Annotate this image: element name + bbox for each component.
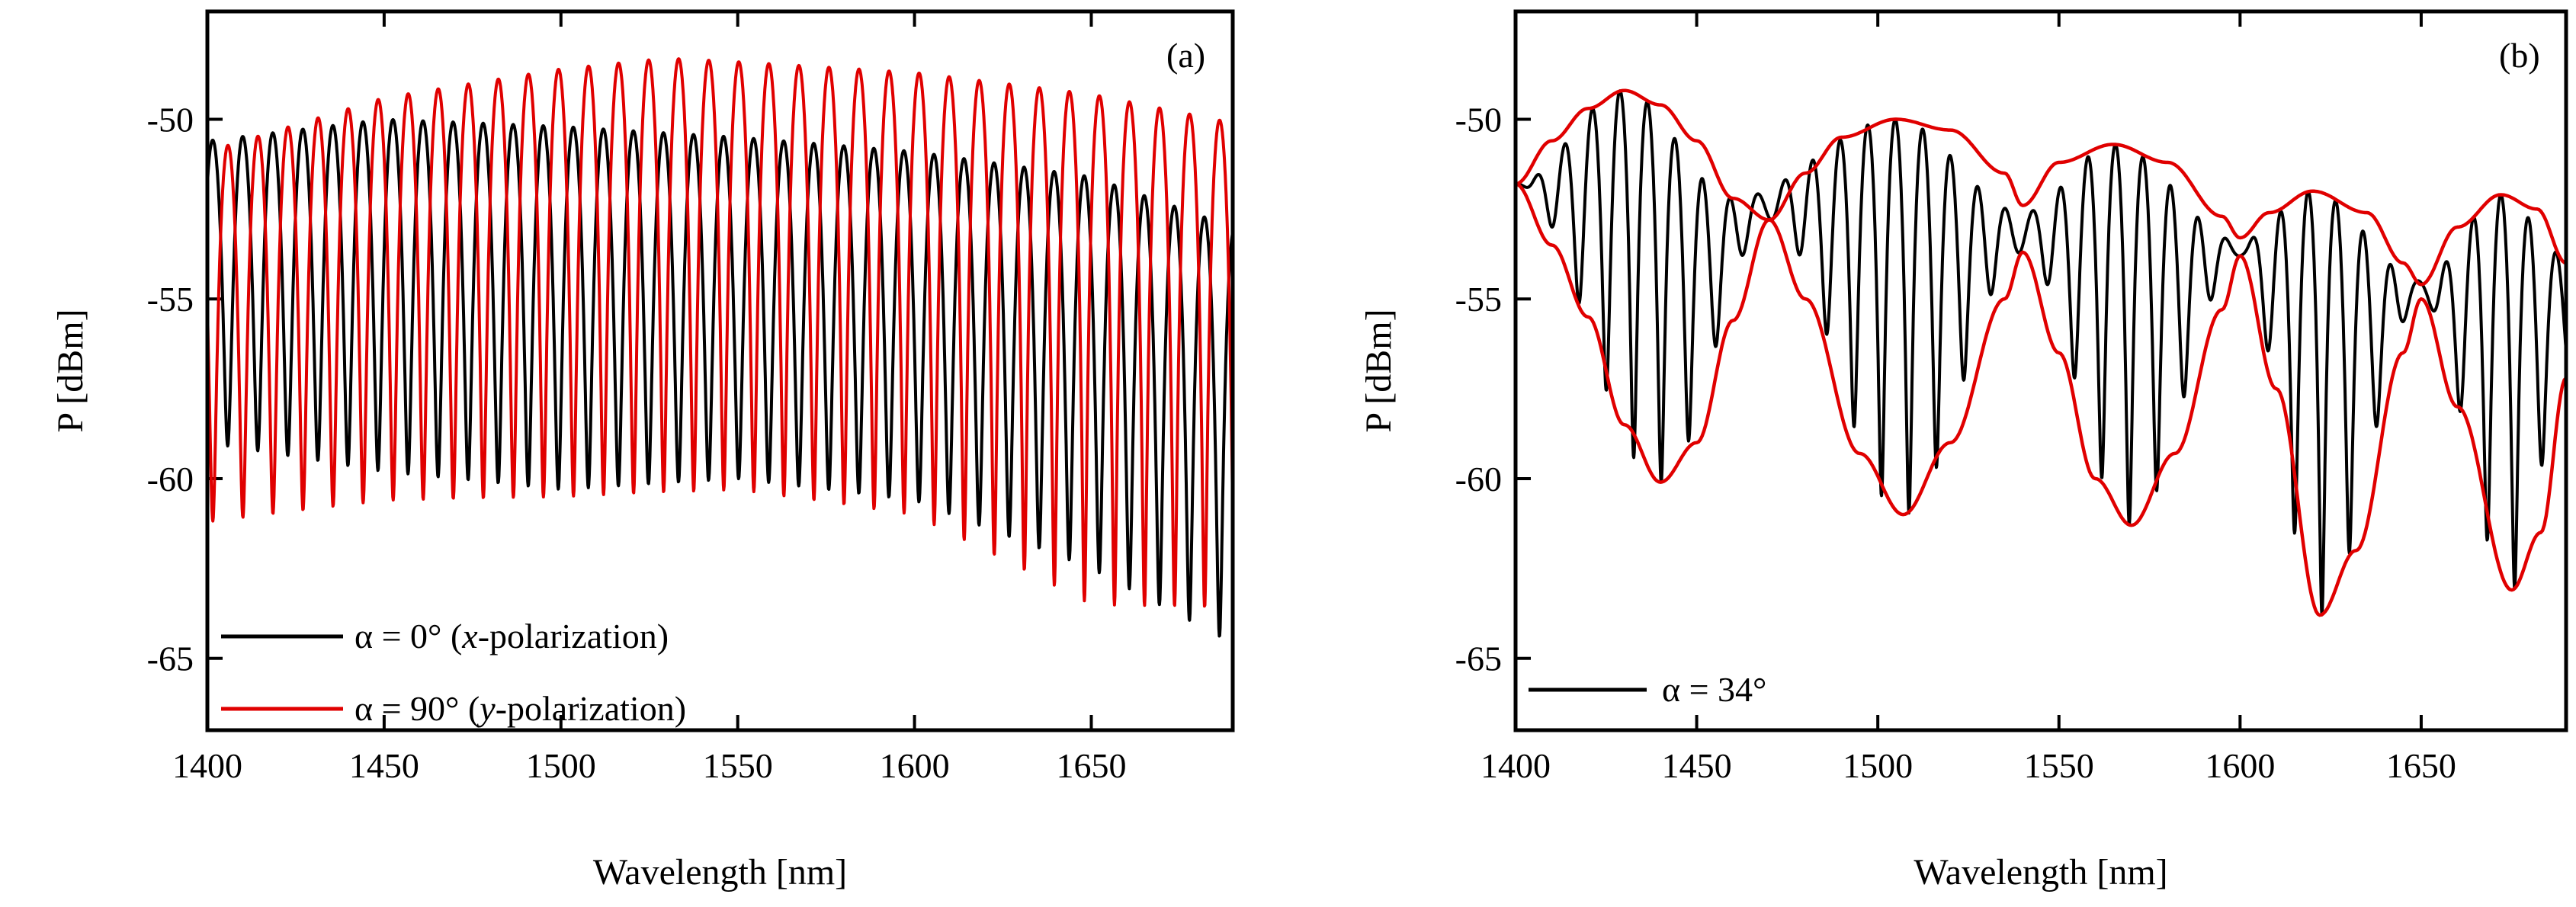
y-tick-label: -55 — [147, 280, 194, 319]
x-tick-label: 1450 — [1662, 746, 1732, 785]
legend-label-y-polarization: α = 90° (y-polarization) — [354, 689, 686, 728]
y-tick-label: -65 — [1455, 639, 1502, 678]
legend-label-x-polarization: α = 0° (x-polarization) — [354, 617, 669, 655]
x-tick-label: 1500 — [1843, 746, 1913, 785]
x-tick-label: 1500 — [526, 746, 596, 785]
panel-a: 1400 1450 1500 1550 1600 1650 -50 -55 -60 -65 (a)… — [50, 9, 1235, 893]
panel-b-frame — [1513, 9, 2568, 732]
panel-b-ylabel: P [dBm] — [1359, 309, 1399, 432]
panel-b-tag: (b) — [2499, 36, 2540, 75]
x-tick-label: 1550 — [2024, 746, 2094, 785]
y-tick-label: -55 — [1455, 280, 1502, 319]
y-tick-label: -50 — [1455, 100, 1502, 139]
x-tick-label: 1650 — [2386, 746, 2456, 785]
x-tick-label: 1450 — [349, 746, 419, 785]
panel-a-legend: α = 0° (x-polarization) α = 90° (y-polar… — [221, 617, 686, 728]
x-tick-label: 1600 — [2205, 746, 2275, 785]
panel-a-ylabel: P [dBm] — [50, 309, 91, 432]
y-tick-label: -50 — [147, 100, 194, 139]
y-tick-label: -60 — [147, 460, 194, 498]
panel-b-ticks: 1400 1450 1500 1550 1600 1650 -50 -55 -60 -65 — [1455, 11, 2456, 785]
panel-a-tag: (a) — [1166, 36, 1205, 75]
x-tick-label: 1650 — [1056, 746, 1126, 785]
panel-a-xlabel: Wavelength [nm] — [593, 852, 847, 893]
series-b-upper-envelope — [1515, 88, 2567, 287]
series-a-90-y-polarization — [206, 57, 1234, 608]
y-tick-label: -65 — [147, 639, 194, 678]
panel-a-frame — [205, 9, 1235, 732]
series-b-34 — [1514, 89, 2568, 617]
panel-b: 1400 1450 1500 1550 1600 1650 -50 -55 -60 -65 (b)… — [1359, 9, 2568, 893]
x-tick-label: 1600 — [880, 746, 950, 785]
x-tick-label: 1400 — [1480, 746, 1551, 785]
panel-b-legend: α = 34° — [1529, 670, 1766, 709]
panel-b-series — [1514, 88, 2568, 617]
panel-a-ticks: 1400 1450 1500 1550 1600 1650 -50 -55 -60 -65 — [147, 11, 1126, 785]
panel-b-xlabel: Wavelength [nm] — [1914, 852, 2167, 893]
series-a-0-x-polarization — [206, 118, 1234, 638]
x-tick-label: 1550 — [703, 746, 773, 785]
series-b-lower-envelope — [1515, 182, 2568, 617]
y-tick-label: -60 — [1455, 460, 1502, 498]
panel-a-series — [206, 57, 1234, 638]
legend-label-alpha-34: α = 34° — [1662, 670, 1766, 709]
x-tick-label: 1400 — [172, 746, 242, 785]
